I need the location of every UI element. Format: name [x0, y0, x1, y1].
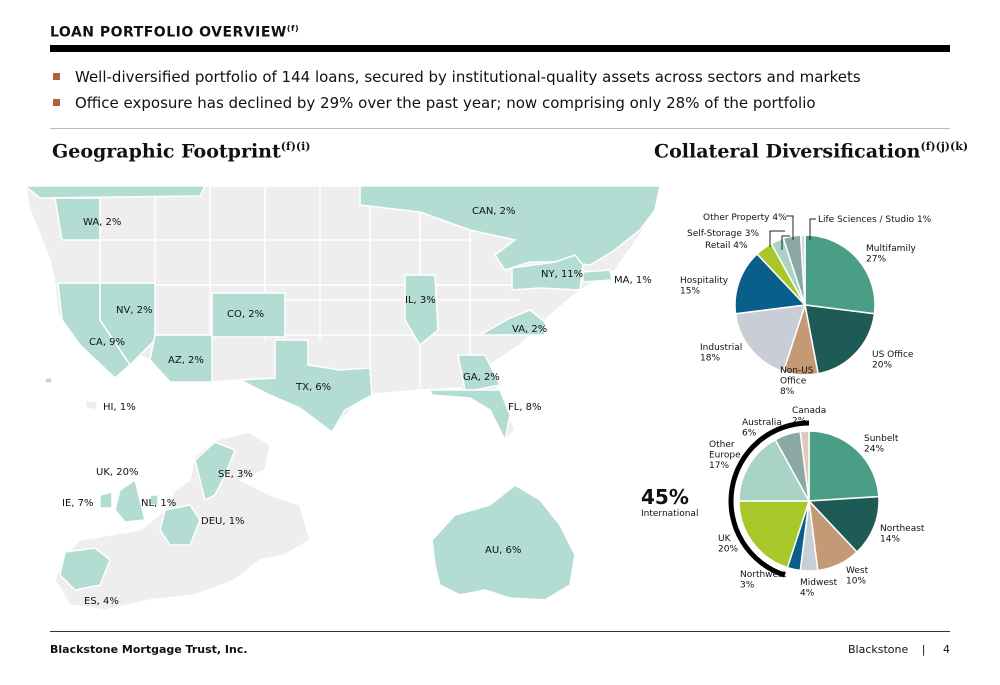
pie-label: Other Europe 17% [709, 440, 741, 471]
pie-slice [799, 234, 806, 306]
map-label: VA, 2% [512, 324, 547, 335]
map-label: DEU, 1% [201, 516, 245, 527]
collateral-section-title: Collateral Diversification(f)(j)(k) [654, 140, 969, 163]
leader-line [781, 235, 790, 250]
pie-label: Northwest 3% [740, 570, 787, 591]
pie-slice [799, 430, 810, 502]
geography-pie-chart: Sunbelt 24% Northeast 14% West 10% Midwest 4% No… [709, 406, 925, 599]
collateral-pie-chart: Multifamily 27% US Office 20% Non-US Office 8%… [680, 213, 932, 397]
page-title: LOAN PORTFOLIO OVERVIEW(f) [50, 24, 300, 41]
map-label: NV, 2% [116, 305, 153, 316]
geo-section-title: Geographic Footprint(f)(i) [52, 140, 311, 163]
international-callout: 45% International [641, 485, 698, 519]
pie-label: Australia 6% [742, 418, 782, 439]
international-arc [728, 420, 810, 578]
section-divider [50, 128, 950, 129]
pie-label: Multifamily 27% [866, 244, 916, 265]
pie-label: US Office 20% [872, 350, 914, 371]
pie-label: Life Sciences / Studio 1% [818, 215, 932, 225]
leader-line [809, 218, 816, 240]
international-value: 45% [641, 485, 689, 509]
map-label: IE, 7% [62, 498, 94, 509]
pie-slice [738, 438, 811, 502]
map-label: HI, 1% [103, 402, 136, 413]
map-label: NY, 11% [541, 269, 583, 280]
pie-slice [807, 495, 880, 554]
map-label: FL, 8% [508, 402, 542, 413]
bullet-square-icon [53, 99, 60, 106]
pie-label: Midwest 4% [800, 578, 838, 599]
pie-label: Non-US Office 8% [780, 366, 814, 397]
pie-label: West 10% [846, 566, 869, 587]
map-label: ES, 4% [84, 596, 119, 607]
title-rule [50, 45, 950, 52]
pie-label: Industrial 18% [700, 343, 742, 364]
map-label: GA, 2% [463, 372, 500, 383]
pie-label: Self-Storage 3% [687, 229, 759, 239]
pie-label: Sunbelt 24% [864, 434, 899, 455]
page-number: 4 [943, 643, 950, 656]
footer-brand: Blackstone [848, 643, 909, 656]
leader-line [769, 230, 785, 247]
international-label: International [641, 509, 699, 519]
map-label: SE, 3% [218, 469, 253, 480]
pie-slice [804, 234, 876, 315]
map-label: CO, 2% [227, 309, 264, 320]
footer-separator: | [921, 643, 926, 656]
pie-slice [738, 500, 811, 569]
map-label: MA, 1% [614, 275, 652, 286]
map-label: NL, 1% [141, 498, 176, 509]
pie-label: Other Property 4% [703, 213, 787, 223]
map-label: AU, 6% [485, 545, 521, 556]
bullet-item: Well-diversified portfolio of 144 loans,… [50, 66, 950, 92]
map-labels: WA, 2% CAN, 2% NY, 11% MA, 1% NV, 2% CO,… [62, 206, 652, 607]
pie-slice [804, 304, 876, 375]
pie-label: Northeast 14% [880, 524, 925, 545]
pie-label: Retail 4% [705, 241, 748, 251]
map-label: CA, 9% [89, 337, 125, 348]
footer-company: Blackstone Mortgage Trust, Inc. [50, 643, 248, 656]
bullet-square-icon [53, 73, 60, 80]
pie-label: UK 20% [718, 534, 738, 555]
bullet-item: Office exposure has declined by 29% over… [50, 92, 950, 118]
map-label: TX, 6% [295, 382, 331, 393]
map-label: WA, 2% [83, 217, 121, 228]
map-label: IL, 3% [405, 295, 436, 306]
pie-slice [734, 252, 807, 315]
leader-line [786, 215, 794, 240]
map-label: CAN, 2% [472, 206, 516, 217]
pie-slice [734, 304, 807, 373]
footer-rule [50, 631, 950, 632]
pie-label: Hospitality 15% [680, 276, 729, 297]
map-label: UK, 20% [96, 467, 138, 478]
footer-right: Blackstone | 4 [848, 643, 950, 656]
map-label: AZ, 2% [168, 355, 204, 366]
pie-slice [808, 430, 880, 502]
bullet-list: Well-diversified portfolio of 144 loans,… [50, 66, 950, 118]
